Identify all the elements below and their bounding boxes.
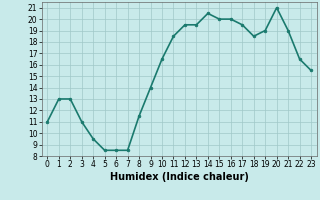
X-axis label: Humidex (Indice chaleur): Humidex (Indice chaleur) xyxy=(110,172,249,182)
